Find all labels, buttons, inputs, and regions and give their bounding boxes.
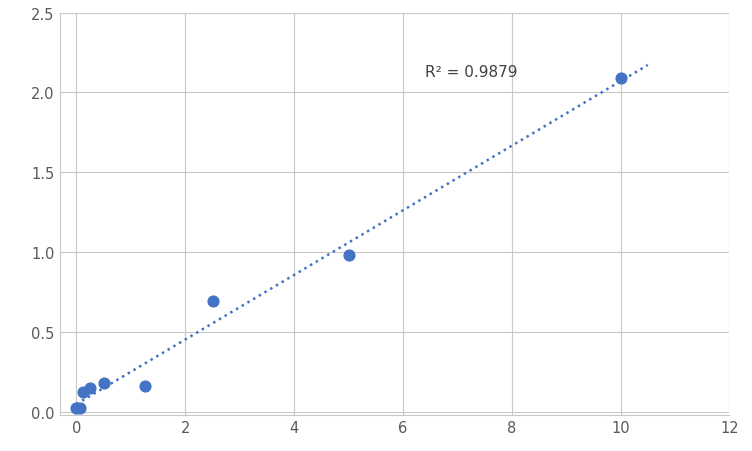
Text: R² = 0.9879: R² = 0.9879 — [425, 65, 517, 80]
Point — [84, 384, 96, 391]
Point — [71, 405, 83, 412]
Point — [207, 298, 219, 305]
Point — [77, 389, 89, 396]
Point — [342, 252, 354, 259]
Point — [614, 75, 626, 83]
Point — [74, 405, 86, 412]
Point — [138, 382, 150, 390]
Point — [98, 379, 110, 387]
